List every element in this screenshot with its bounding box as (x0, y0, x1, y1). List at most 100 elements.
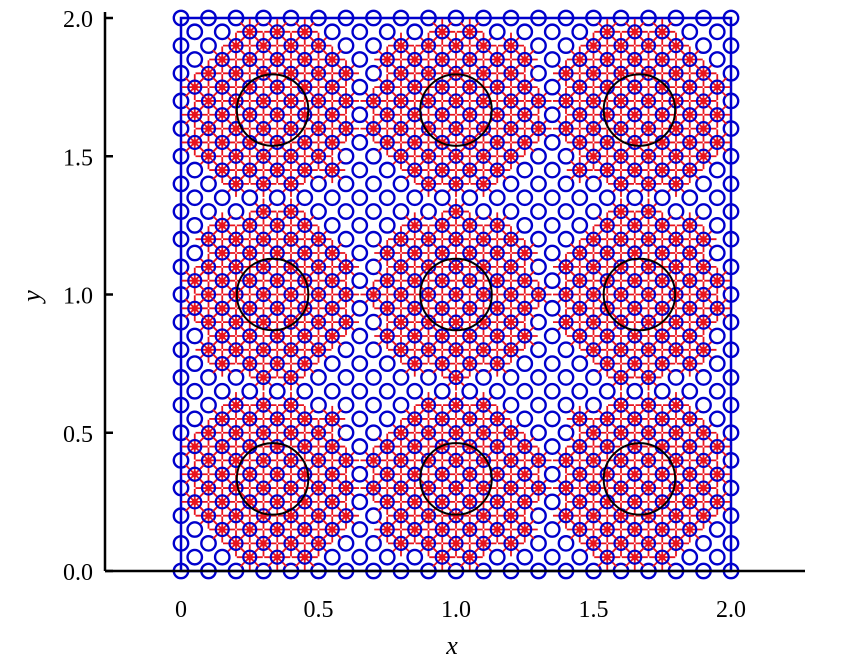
enriched-point (291, 101, 318, 128)
grid-point (722, 534, 740, 552)
grid-point (351, 493, 369, 511)
enriched-point (676, 516, 703, 543)
enriched-point (484, 350, 511, 377)
enriched-point (236, 46, 263, 73)
enriched-point (511, 46, 538, 73)
enriched-point (511, 74, 538, 101)
enriched-point (209, 74, 236, 101)
enriched-point (704, 74, 731, 101)
enriched-point (401, 488, 428, 515)
grid-point (296, 189, 314, 207)
grid-point (378, 382, 396, 400)
grid-point (337, 369, 355, 386)
grid-point (186, 244, 204, 262)
x-tick-label: 1.0 (441, 597, 471, 623)
enriched-point (319, 322, 346, 349)
enriched-point (621, 350, 648, 377)
grid-point (323, 548, 341, 566)
grid-point (543, 78, 561, 96)
grid-point (722, 507, 740, 525)
grid-point (420, 369, 437, 386)
enriched-point (621, 267, 648, 294)
enriched-point (429, 516, 456, 543)
enriched-point (484, 212, 511, 239)
grid-point (337, 424, 355, 442)
grid-point (351, 189, 369, 207)
enriched-point (401, 240, 428, 267)
enriched-point (649, 350, 676, 377)
grid-point (585, 396, 602, 414)
grid-point (695, 37, 712, 55)
grid-point (268, 382, 286, 400)
enriched-point (649, 157, 676, 184)
grid-point (213, 23, 231, 41)
grid-point (351, 244, 369, 262)
y-tick-label: 0.5 (63, 422, 93, 448)
grid-point (708, 521, 726, 538)
grid-point (392, 175, 410, 193)
x-tick-label: 0.5 (304, 597, 334, 623)
grid-point (172, 451, 190, 469)
grid-point (530, 147, 547, 165)
enriched-point (209, 405, 236, 432)
grid-point (200, 175, 217, 193)
grid-point (695, 396, 712, 414)
enriched-point (566, 267, 593, 294)
grid-point (708, 355, 726, 373)
enriched-point (401, 516, 428, 543)
grid-point (708, 23, 726, 41)
grid-point (351, 410, 369, 428)
grid-point (172, 230, 190, 248)
grid-point (337, 175, 355, 193)
grid-point (708, 327, 726, 345)
enriched-point (594, 544, 621, 571)
enriched-point (209, 129, 236, 156)
grid-point (530, 369, 547, 386)
enriched-point (291, 157, 318, 184)
circle-boundary-6 (602, 257, 677, 332)
enriched-point (319, 267, 346, 294)
enriched-point (374, 129, 401, 156)
enriched-point (704, 129, 731, 156)
grid-point (433, 382, 451, 400)
grid-point (543, 465, 561, 483)
grid-point (186, 355, 204, 373)
grid-point (516, 23, 534, 41)
enriched-point (401, 129, 428, 156)
grid-point (543, 189, 561, 207)
enriched-point (209, 212, 236, 239)
grid-point (557, 396, 575, 414)
enriched-point (291, 516, 318, 543)
grid-point (323, 189, 341, 207)
enriched-point (291, 18, 318, 45)
grid-point (681, 189, 699, 207)
enriched-point (374, 74, 401, 101)
enriched-point (278, 392, 304, 419)
enriched-point (209, 46, 236, 73)
grid-point (516, 216, 534, 234)
y-tick-label: 2.0 (63, 7, 93, 33)
circle-boundary-9 (602, 73, 677, 147)
grid-point (200, 203, 217, 220)
enriched-point (484, 157, 511, 184)
grid-point (543, 382, 561, 400)
enriched-point (209, 295, 236, 322)
grid-point (653, 382, 671, 400)
grid-point (310, 369, 327, 386)
grid-point (351, 327, 369, 345)
enriched-point (401, 267, 428, 294)
circle-boundary-7 (235, 73, 310, 147)
enriched-point (456, 157, 483, 184)
grid-point (351, 548, 369, 566)
enriched-point (566, 157, 593, 184)
grid-point (695, 9, 712, 27)
grid-point (365, 341, 382, 359)
grid-point (695, 534, 712, 552)
enriched-point (264, 350, 291, 377)
enriched-point (621, 488, 648, 515)
enriched-point (511, 267, 538, 294)
enriched-point (649, 488, 676, 515)
enriched-point (456, 267, 483, 294)
enriched-point (181, 101, 208, 128)
grid-point (351, 216, 369, 234)
